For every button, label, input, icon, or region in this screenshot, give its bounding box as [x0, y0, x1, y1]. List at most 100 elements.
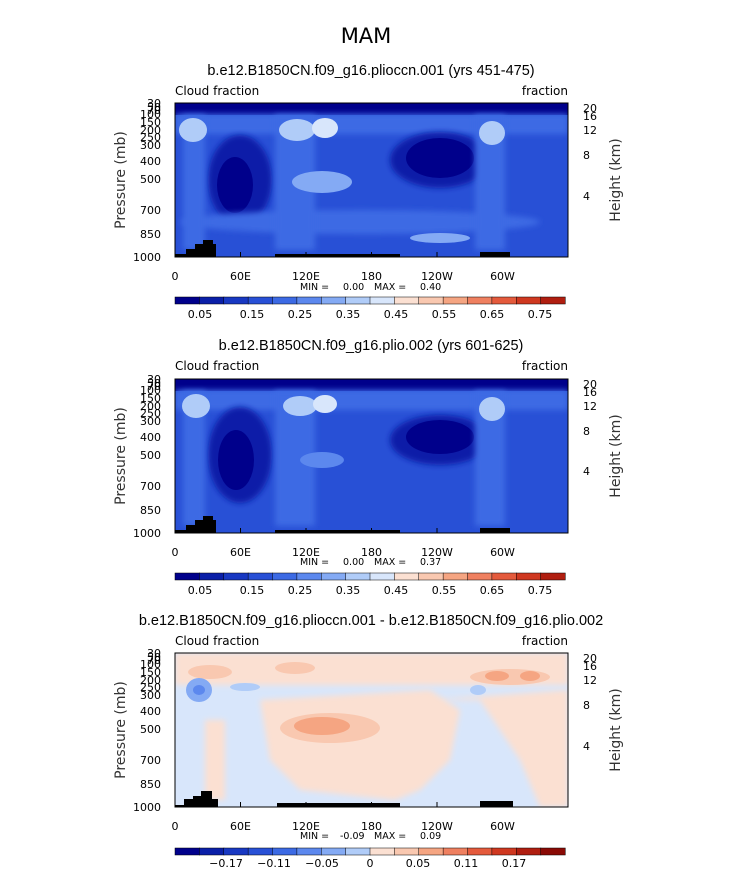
colorbar-swatch [516, 847, 542, 856]
panel-1-y-tick-label: 50 [147, 101, 161, 114]
panel-3-stats-max-label: MAX = [374, 831, 406, 842]
panel-2-y-tick-label: 400 [140, 431, 161, 444]
panel-1-x-tick-label: 120W [421, 270, 453, 283]
colorbar-swatch [321, 296, 347, 305]
panel-2-stats-max-label: MAX = [374, 557, 406, 568]
panel-2-y2-tick-label: 4 [583, 465, 590, 478]
max-westpac-2 [312, 118, 338, 138]
cloud-band-upper [175, 114, 568, 134]
panel-1-y-tick-label: 700 [140, 204, 161, 217]
panel-1-x-tick-label: 60W [490, 270, 515, 283]
panel-1-colorbar-label: 0.45 [384, 308, 409, 321]
colorbar-swatch [491, 847, 517, 856]
panel-3-y-tick-label: 500 [140, 723, 161, 736]
panel-1-y-tick-label: 250 [140, 131, 161, 144]
panel-3-y-tick-label: 100 [140, 658, 161, 671]
suptitle: MAM [341, 24, 392, 48]
panel-1-y-tick-label: 100 [140, 108, 161, 121]
panel-1-colorbar-label: 0.05 [188, 308, 213, 321]
panel-2-y2-axis-label: Height (km) [608, 414, 624, 497]
panel-3-x-tick-label: 60W [490, 820, 515, 833]
column-africa [183, 391, 205, 526]
panel-1-colorbar-label: 0.15 [240, 308, 265, 321]
panel-2-y-tick-label: 1000 [133, 527, 161, 540]
panel-1-y-tick-label: 500 [140, 173, 161, 186]
panel-3-x-tick-label: 180 [361, 820, 382, 833]
topo-africa [175, 516, 216, 533]
colorbar-swatch [540, 296, 566, 305]
panel-1-x-axis: 0 60E 120E 180 120W 60W [172, 252, 515, 283]
panel-3-colorbar: −0.17 −0.11 −0.05 0 0.05 0.11 0.17 [174, 847, 566, 870]
colorbar-swatch [174, 572, 200, 581]
panel-1-colorbar-label: 0.65 [480, 308, 505, 321]
panel-2-colorbar-label: 0.15 [240, 584, 265, 597]
panel-2-y-tick-label: 700 [140, 480, 161, 493]
colorbar-swatch [174, 847, 200, 856]
panel-2-colorbar-label: 0.35 [336, 584, 361, 597]
panel-2-x-tick-label: 180 [361, 546, 382, 559]
colorbar-swatch [369, 572, 395, 581]
panel-2-x-tick-label: 60W [490, 546, 515, 559]
colorbar-swatch [394, 572, 420, 581]
panel-3-y-axis-label: Pressure (mb) [113, 681, 129, 779]
positive-region-east [430, 690, 568, 807]
panel-1-y-tick-label: 200 [140, 124, 161, 137]
topo-africa [175, 791, 218, 807]
panel-2-y2-axis: 20 16 12 8 4 Height (km) [583, 378, 624, 498]
max-westpac-2 [313, 395, 337, 413]
panel-3-stats-max: 0.09 [420, 831, 441, 842]
panel-3-colorbar-label: 0.11 [454, 857, 479, 870]
panel-1-y2-axis: 20 16 12 8 4 Height (km) [583, 102, 624, 222]
panel-1-y-tick-label: 150 [140, 116, 161, 129]
max-americas [479, 121, 505, 145]
panel-3-y-tick-label: 70 [147, 654, 161, 667]
panel-2-y-tick-label: 250 [140, 407, 161, 420]
colorbar-swatch [345, 572, 371, 581]
panel-2-x-tick-label: 120E [292, 546, 320, 559]
colorbar-swatch [467, 296, 493, 305]
panel-3-title: b.e12.B1850CN.f09_g16.plioccn.001 - b.e1… [139, 613, 603, 629]
max-africa [179, 118, 207, 142]
colorbar-swatch [174, 296, 200, 305]
panel-2-colorbar-label: 0.45 [384, 584, 409, 597]
panel-3-y2-tick-label: 8 [583, 699, 590, 712]
neg-region-west-pac [230, 683, 260, 691]
topo-africa [175, 240, 216, 257]
panel-1-stats-max: 0.40 [420, 282, 441, 293]
dry-core-west-center [217, 157, 253, 213]
panel-2-y-axis: 30 50 70 100 150 200 250 300 400 500 700… [113, 373, 161, 540]
panel-1-y-tick-label: 30 [147, 97, 161, 110]
panel-2-y-tick-label: 500 [140, 449, 161, 462]
colorbar-swatch [345, 296, 371, 305]
max-westpac-1 [279, 119, 315, 141]
upper-dark-band [175, 103, 568, 115]
panel-1-y-tick-label: 850 [140, 228, 161, 241]
colorbar-swatch [223, 847, 249, 856]
panel-3-y2-tick-label: 4 [583, 740, 590, 753]
topo-pacific [275, 254, 400, 257]
panel-1-y2-tick-label: 20 [583, 102, 597, 115]
panel-3-x-tick-label: 60E [230, 820, 251, 833]
panel-3-y-tick-label: 1000 [133, 801, 161, 814]
panel-2-x-tick-label: 0 [172, 546, 179, 559]
panel-2-y2-tick-label: 16 [583, 386, 597, 399]
panel-3-y2-tick-label: 16 [583, 660, 597, 673]
max-midlevel [300, 452, 344, 468]
colorbar-swatch [442, 572, 469, 581]
panel-1-x-tick-label: 0 [172, 270, 179, 283]
panel-2-y-tick-label: 50 [147, 377, 161, 390]
panel-2-colorbar-label: 0.05 [188, 584, 213, 597]
colorbar-swatch [418, 572, 444, 581]
dry-core-central-center [406, 138, 474, 178]
colorbar-swatch [491, 572, 517, 581]
panel-1-stats-min: 0.00 [343, 282, 364, 293]
colorbar-swatch [418, 847, 444, 856]
upper-dark-band [175, 379, 568, 391]
panel-3-x-axis: 0 60E 120E 180 120W 60W [172, 802, 515, 833]
panel-3-colorbar-label: −0.11 [257, 857, 291, 870]
panel-2: b.e12.B1850CN.f09_g16.plio.002 (yrs 601-… [113, 338, 624, 597]
panel-1-y-tick-label: 400 [140, 155, 161, 168]
topo-pacific [275, 530, 400, 533]
mid-moist-band [180, 210, 540, 234]
